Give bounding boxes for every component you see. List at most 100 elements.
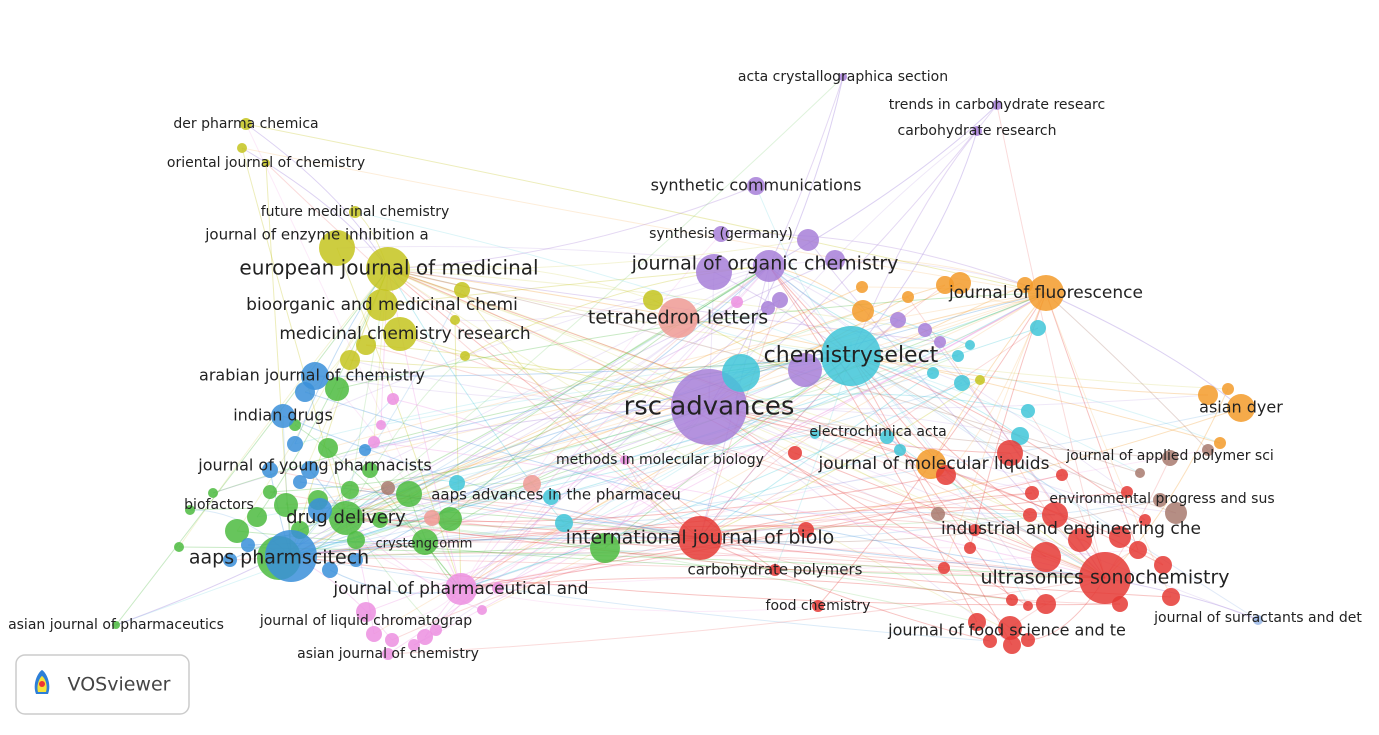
node-label: food chemistry: [766, 598, 871, 614]
edge: [497, 292, 1047, 589]
node: [366, 247, 410, 291]
edge: [345, 482, 533, 519]
edge: [652, 299, 1106, 579]
node: [936, 276, 954, 294]
node: [237, 143, 247, 153]
node: [1021, 404, 1035, 418]
node: [936, 465, 956, 485]
node: [349, 206, 361, 218]
edge: [699, 507, 1056, 539]
node-label: crystengcomm: [376, 537, 473, 552]
node: [902, 291, 914, 303]
edge: [290, 555, 1106, 579]
node-label: drug delivery: [286, 507, 406, 528]
node: [385, 633, 399, 647]
node-label: carbohydrate polymers: [687, 561, 862, 579]
node: [247, 507, 267, 527]
node-label: aaps advances in the pharmaceu: [431, 486, 681, 504]
edge: [413, 355, 852, 646]
edge: [241, 147, 1047, 294]
node-label: journal of enzyme inhibition a: [204, 226, 428, 244]
edge: [329, 265, 770, 571]
node: [810, 429, 820, 439]
node: [412, 529, 438, 555]
node-label: synthesis (germany): [649, 226, 793, 242]
edge: [996, 104, 1106, 579]
node: [952, 350, 964, 362]
node-label: future medicinal chemistry: [261, 204, 450, 220]
edge: [399, 333, 1106, 579]
edge: [708, 406, 1171, 459]
node: [1112, 596, 1128, 612]
node: [1109, 526, 1131, 548]
edge: [115, 517, 347, 626]
edge: [290, 555, 1121, 606]
node-label: journal of molecular liquids: [818, 454, 1050, 474]
node-label: acta crystallographica section: [738, 69, 948, 85]
node: [381, 481, 395, 495]
edge: [290, 555, 991, 642]
edge: [290, 529, 807, 557]
node: [1011, 427, 1029, 445]
edge: [365, 344, 1106, 579]
edge: [115, 268, 389, 626]
node: [265, 530, 317, 582]
edge: [387, 264, 654, 301]
node-label: rsc advances: [624, 392, 795, 422]
edge: [345, 344, 971, 519]
node-label: european journal of medicinal: [239, 256, 538, 280]
node: [349, 553, 363, 567]
edge: [708, 406, 1011, 629]
logo[interactable]: VOSviewer: [15, 654, 190, 715]
edge: [373, 441, 1106, 579]
edge: [290, 511, 1056, 557]
edge: [364, 355, 852, 451]
node: [382, 648, 394, 660]
node: [975, 375, 985, 385]
logo-icon-core: [39, 681, 45, 687]
edge: [349, 359, 710, 408]
edge: [768, 260, 1026, 286]
node: [325, 377, 349, 401]
node: [274, 493, 298, 517]
node-label: bioorganic and medicinal chemi: [246, 295, 518, 315]
edge: [290, 379, 981, 557]
nodes: [112, 73, 1263, 660]
node: [643, 290, 663, 310]
edge: [309, 292, 1047, 471]
node: [927, 367, 939, 379]
node: [992, 100, 1002, 110]
edge: [387, 268, 1121, 538]
edge: [336, 388, 462, 590]
edge: [285, 498, 701, 539]
edge: [850, 130, 978, 357]
node: [555, 514, 573, 532]
edge: [387, 268, 1221, 444]
node-label: asian dyer: [1199, 398, 1283, 417]
edge: [355, 265, 770, 561]
node: [271, 404, 295, 428]
node: [1214, 437, 1226, 449]
edge: [886, 436, 1106, 579]
node-label: international journal of biolo: [566, 527, 835, 549]
edge: [699, 372, 934, 539]
edge: [794, 452, 1106, 579]
edge: [269, 406, 710, 493]
node: [295, 382, 315, 402]
edge: [413, 406, 710, 646]
edge: [699, 537, 991, 642]
node: [839, 73, 847, 81]
node: [678, 516, 722, 560]
edge: [460, 233, 722, 590]
edge: [387, 185, 757, 270]
node: [1023, 601, 1033, 611]
node: [880, 430, 894, 444]
node: [1028, 275, 1064, 311]
node: [1023, 508, 1037, 522]
node: [1006, 594, 1018, 606]
node-label: oriental journal of chemistry: [167, 155, 365, 171]
node: [894, 444, 906, 456]
node: [319, 230, 355, 266]
node-label: journal of young pharmacists: [197, 456, 431, 475]
node-label: journal of liquid chromatograp: [259, 613, 472, 629]
